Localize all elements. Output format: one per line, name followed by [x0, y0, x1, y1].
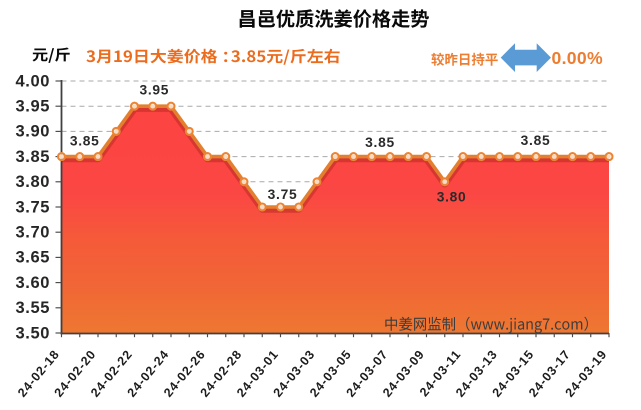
- svg-text:3.85: 3.85: [15, 148, 50, 166]
- svg-text:0.00%: 0.00%: [552, 48, 603, 68]
- svg-text:3.85: 3.85: [365, 135, 395, 150]
- svg-text:3.85: 3.85: [70, 133, 100, 148]
- svg-text:3.80: 3.80: [437, 190, 467, 205]
- svg-text:3.80: 3.80: [15, 173, 50, 191]
- svg-text:3.75: 3.75: [15, 198, 50, 216]
- svg-text:3.90: 3.90: [15, 123, 50, 141]
- svg-text:3.55: 3.55: [15, 299, 50, 317]
- svg-text:3.95: 3.95: [139, 83, 169, 98]
- svg-text:3.60: 3.60: [15, 274, 50, 292]
- svg-text:3.65: 3.65: [15, 249, 50, 267]
- svg-text:3.75: 3.75: [268, 187, 298, 202]
- svg-text:4.00: 4.00: [15, 72, 50, 90]
- svg-text:3.85: 3.85: [521, 133, 551, 148]
- svg-text:3.70: 3.70: [15, 224, 50, 242]
- svg-text:3.95: 3.95: [15, 98, 50, 116]
- svg-text:3.50: 3.50: [15, 324, 50, 342]
